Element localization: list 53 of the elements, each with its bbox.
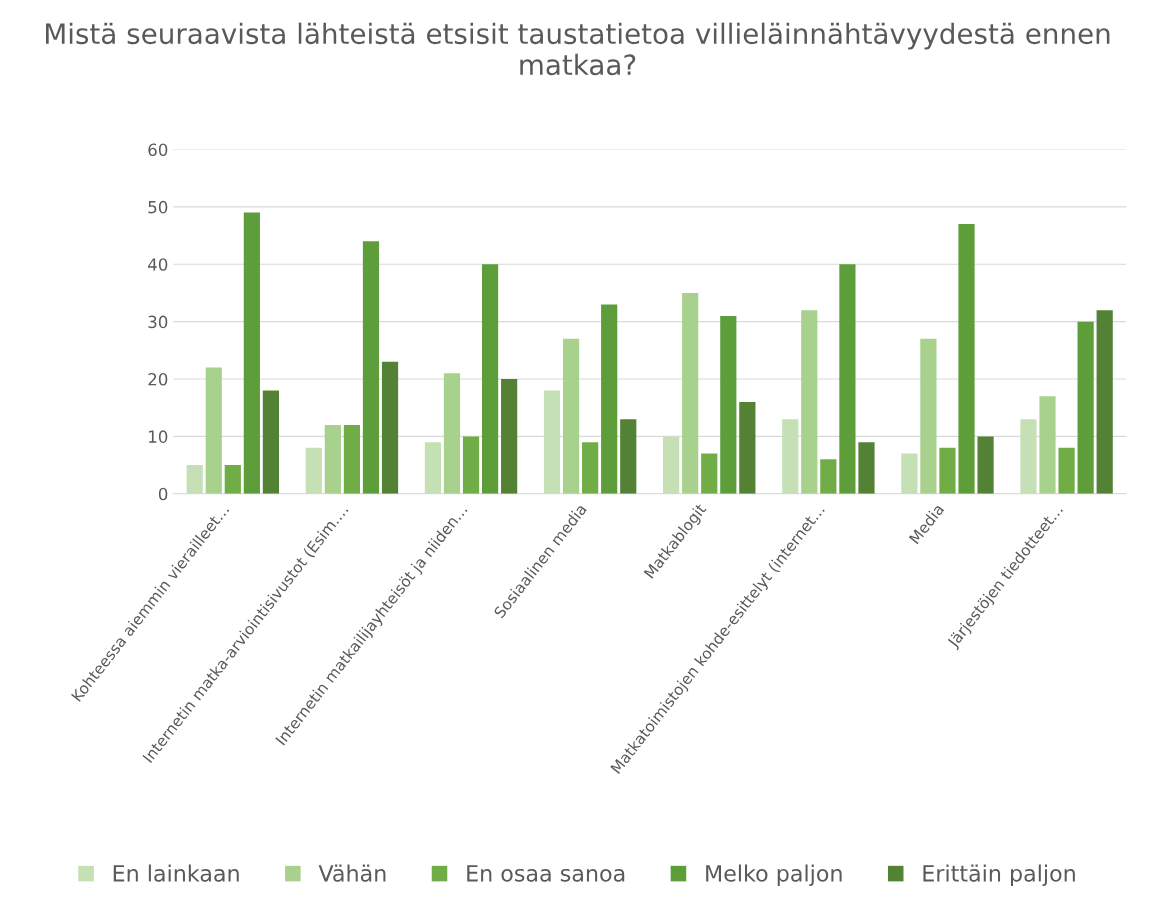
bar (839, 264, 856, 494)
bar (858, 442, 875, 494)
bar (1096, 310, 1113, 494)
bar (443, 373, 461, 494)
y-tick-label: 20 (148, 372, 168, 386)
legend-label: Melko paljon (706, 864, 842, 886)
bar (1020, 419, 1037, 494)
bar (186, 465, 203, 494)
y-tick-label: 40 (148, 258, 168, 271)
bar (205, 367, 222, 494)
legend-label: En osaa sanoa (467, 865, 625, 882)
bar (663, 436, 680, 494)
bar (720, 315, 737, 494)
legend-label: En lainkaan (113, 864, 239, 882)
bar (739, 401, 756, 494)
bar (582, 442, 599, 494)
y-tick-label: 30 (148, 315, 168, 329)
bar (362, 241, 380, 494)
legend-label: Vähän (318, 864, 386, 882)
bar (939, 447, 956, 494)
bar (262, 390, 280, 494)
bar (224, 465, 241, 494)
bar (620, 419, 637, 494)
bar (977, 436, 994, 494)
chart-title: Mistä seuraavista lähteistä etsisit taustatietoa villieläinnähtävyydestä ennen matkaa? (46, 22, 1110, 76)
bar (305, 447, 322, 494)
bar (1058, 447, 1075, 494)
bar (958, 224, 975, 494)
bar (481, 264, 499, 494)
bar (920, 338, 937, 494)
bar (324, 424, 341, 494)
legend-label: Erittäin paljon (923, 864, 1075, 886)
bar (901, 453, 918, 494)
y-tick-label: 0 (158, 487, 168, 501)
bar (343, 424, 361, 494)
bar (701, 453, 718, 494)
bar (1077, 321, 1094, 494)
bar (462, 436, 480, 494)
bar (782, 419, 799, 494)
bar (243, 212, 260, 494)
bar (501, 379, 518, 494)
y-tick-label: 10 (149, 430, 168, 443)
bar (543, 390, 561, 494)
bar (562, 338, 580, 494)
bar (820, 459, 837, 494)
bar (1039, 396, 1056, 494)
bar (801, 310, 818, 494)
bar (424, 442, 442, 494)
y-tick-label: 60 (148, 143, 168, 157)
y-tick-label: 50 (148, 200, 168, 214)
bar (381, 361, 399, 494)
bar (682, 292, 699, 494)
bar (601, 304, 618, 494)
